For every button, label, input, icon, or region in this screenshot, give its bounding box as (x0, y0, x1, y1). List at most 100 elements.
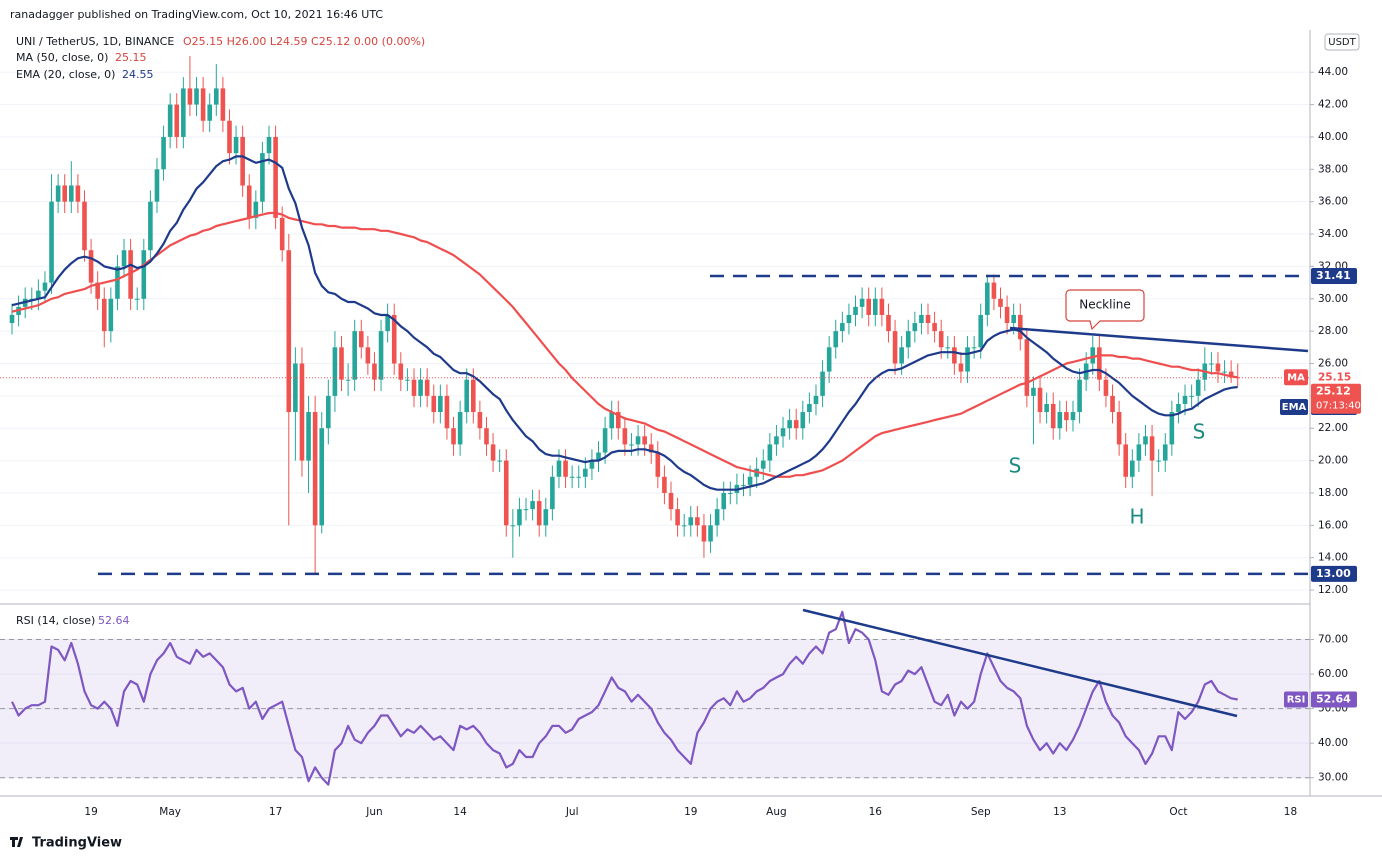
candle-body (1149, 436, 1155, 461)
candle-body (589, 460, 595, 469)
candle-body (760, 460, 766, 469)
candle-body (187, 88, 193, 105)
candle-body (912, 323, 918, 332)
x-tick-label: 19 (84, 806, 97, 818)
candle-body (286, 250, 292, 413)
level-label: 31.41 (1316, 269, 1351, 282)
candle-body (602, 428, 608, 453)
candle-body (438, 395, 443, 413)
candle-body (233, 136, 239, 154)
candle-body (925, 314, 931, 324)
series-tag (1284, 691, 1308, 708)
candle-body (905, 331, 911, 348)
candle-body (497, 460, 502, 462)
candle-body (556, 460, 562, 477)
y-tick-label: 70.00 (1318, 634, 1348, 646)
candle-body (42, 282, 48, 291)
candle-body (721, 492, 727, 510)
candle-body (787, 420, 792, 429)
candle-body (1123, 444, 1129, 477)
candle-body (246, 185, 252, 218)
candle-body (378, 331, 384, 380)
candle-body (194, 88, 199, 105)
x-tick-label: May (159, 806, 181, 818)
candle-body (174, 104, 180, 137)
candle-body (1162, 444, 1168, 461)
y-tick-label: 60.00 (1318, 668, 1348, 680)
x-tick-label: Jul (565, 806, 579, 818)
candle-body (1050, 403, 1056, 429)
ma-legend: MA (50, close, 0) (16, 51, 108, 64)
candle-body (833, 331, 839, 348)
y-tick-label: 30.00 (1318, 293, 1348, 305)
candle-body (708, 525, 713, 542)
y-tick-label: 34.00 (1318, 228, 1348, 240)
candle-body (978, 314, 984, 348)
brand: TradingView (32, 836, 122, 851)
y-tick-label: 22.00 (1318, 422, 1348, 434)
candle-body (1228, 371, 1234, 378)
head-label: H (1129, 505, 1144, 529)
candle-body (991, 282, 997, 299)
candle-body (279, 217, 285, 251)
candle-body (1031, 387, 1036, 396)
ema-legend: EMA (20, close, 0) (16, 68, 115, 81)
candle-body (1103, 379, 1109, 396)
candle-body (622, 428, 628, 445)
candle-body (886, 314, 891, 332)
rsi-legend: RSI (14, close) (16, 614, 95, 627)
candle-body (464, 379, 470, 413)
y-tick-label: 40.00 (1318, 737, 1348, 749)
candle-body (253, 201, 259, 218)
candle-body (688, 517, 694, 526)
candle-body (840, 323, 845, 332)
candle-body (668, 492, 674, 510)
candle-body (299, 363, 305, 461)
indicator-line (11, 155, 1238, 491)
last-price-badge (1311, 383, 1361, 414)
candle-body (1024, 339, 1030, 396)
y-tick-label: 44.00 (1318, 66, 1348, 78)
candle-body (866, 298, 871, 315)
candle-body (1011, 314, 1016, 324)
candle-body (1004, 306, 1010, 324)
candle-body (36, 290, 41, 299)
candle-body (444, 395, 450, 429)
candle-body (701, 525, 707, 542)
candle-body (662, 476, 667, 493)
candle-body (932, 323, 937, 332)
candle-body (1235, 377, 1241, 379)
candle-body (892, 331, 898, 364)
neckline-callout (1065, 289, 1145, 331)
candle-body (477, 412, 483, 429)
candle-body (457, 412, 463, 445)
candle-body (1110, 395, 1115, 413)
x-tick-label: 16 (869, 806, 883, 818)
candle-body (1143, 436, 1148, 445)
candle-body (1130, 460, 1135, 477)
candle-body (385, 314, 390, 332)
candle-body (530, 501, 535, 510)
candle-body (345, 379, 351, 381)
candle-body (938, 331, 944, 348)
candle-body (569, 476, 575, 478)
x-tick-label: 19 (684, 806, 697, 818)
neckline (1009, 326, 1309, 353)
published: ranadagger published on TradingView.com,… (10, 8, 383, 21)
candle-body (919, 314, 924, 324)
x-tick-label: 17 (269, 806, 282, 818)
candle-body (101, 298, 107, 332)
candle-body (266, 136, 272, 154)
neckline-label: Neckline (1079, 298, 1131, 312)
y-tick-label: 28.00 (1318, 325, 1348, 337)
badge-layer: 31.4113.00MA25.15EMA24.5525.1207:13:40RS… (1280, 267, 1361, 708)
candle-body (391, 314, 397, 364)
candle-body (352, 331, 357, 380)
candle-body (75, 185, 81, 202)
candle-body (728, 492, 733, 494)
candle-body (471, 379, 476, 413)
candle-body (1057, 412, 1063, 429)
candle-body (820, 371, 825, 396)
shoulder-label: S (1009, 454, 1022, 478)
